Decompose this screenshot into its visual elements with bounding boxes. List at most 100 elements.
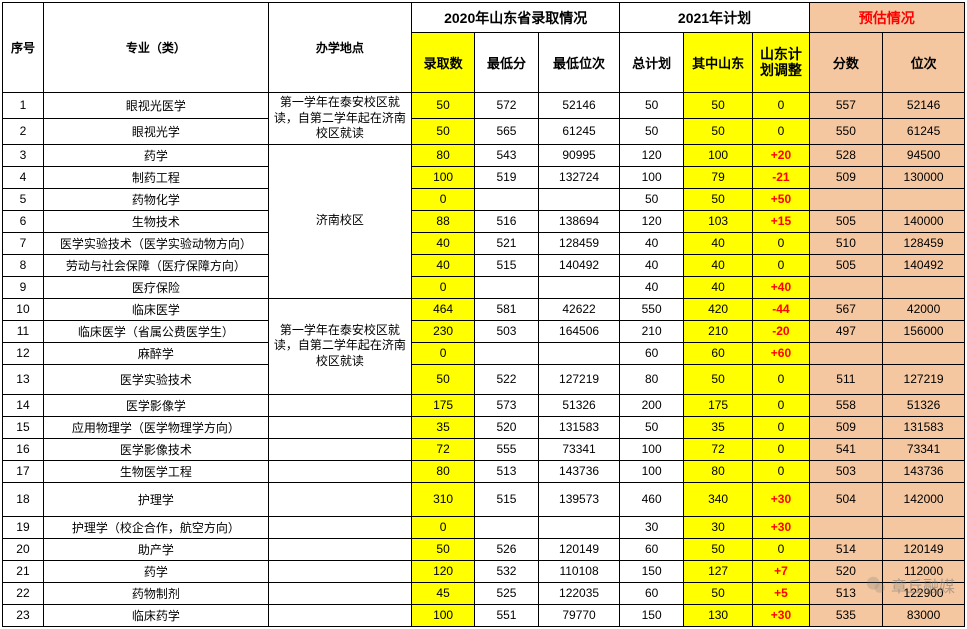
cell: 120149: [883, 538, 965, 560]
cell: 567: [809, 298, 883, 320]
cell: [538, 516, 620, 538]
cell: 573: [475, 394, 538, 416]
cell: 581: [475, 298, 538, 320]
cell: 515: [475, 254, 538, 276]
cell-idx: 14: [3, 394, 44, 416]
cell-location: [268, 538, 411, 560]
hdr-2020-group: 2020年山东省录取情况: [411, 3, 620, 33]
cell: 497: [809, 320, 883, 342]
cell: -44: [753, 298, 809, 320]
cell: 532: [475, 560, 538, 582]
cell: 175: [683, 394, 753, 416]
cell: 100: [411, 604, 474, 626]
cell: [883, 276, 965, 298]
cell: 140492: [538, 254, 620, 276]
admission-table: 序号 专业（类） 办学地点 2020年山东省录取情况 2021年计划 预估情况 …: [2, 2, 965, 627]
cell-location: [268, 438, 411, 460]
cell-major: 助产学: [43, 538, 268, 560]
cell-idx: 12: [3, 342, 44, 364]
cell: 50: [620, 188, 683, 210]
cell-idx: 19: [3, 516, 44, 538]
cell: 30: [683, 516, 753, 538]
cell: 40: [683, 276, 753, 298]
cell-location: [268, 560, 411, 582]
cell: 120: [411, 560, 474, 582]
cell: 73341: [883, 438, 965, 460]
cell: 128459: [883, 232, 965, 254]
cell-location: [268, 604, 411, 626]
cell: 120: [620, 144, 683, 166]
hdr-adj: 山东计划调整: [753, 33, 809, 93]
cell: 509: [809, 166, 883, 188]
cell: 50: [683, 118, 753, 144]
hdr-major: 专业（类）: [43, 3, 268, 93]
cell: 142000: [883, 482, 965, 516]
cell-major: 医学实验技术: [43, 364, 268, 394]
cell: 143736: [883, 460, 965, 482]
table-row: 14医学影像学17557351326200175055851326: [3, 394, 965, 416]
cell: 0: [753, 394, 809, 416]
cell-major: 制药工程: [43, 166, 268, 188]
cell: 79: [683, 166, 753, 188]
cell: 50: [683, 364, 753, 394]
cell: 79770: [538, 604, 620, 626]
cell: 0: [753, 460, 809, 482]
cell: +40: [753, 276, 809, 298]
cell-major: 药物制剂: [43, 582, 268, 604]
table-row: 13医学实验技术5052212721980500511127219: [3, 364, 965, 394]
cell-major: 临床医学: [43, 298, 268, 320]
cell: 505: [809, 254, 883, 276]
cell-major: 麻醉学: [43, 342, 268, 364]
table-row: 3药学济南校区8054390995120100+2052894500: [3, 144, 965, 166]
cell-idx: 2: [3, 118, 44, 144]
cell: 520: [809, 560, 883, 582]
cell-major: 医学影像技术: [43, 438, 268, 460]
cell: 514: [809, 538, 883, 560]
cell: 557: [809, 93, 883, 119]
cell: 0: [753, 364, 809, 394]
cell: 555: [475, 438, 538, 460]
table-row: 4制药工程10051913272410079-21509130000: [3, 166, 965, 188]
cell: 551: [475, 604, 538, 626]
cell: 100: [683, 144, 753, 166]
cell-idx: 15: [3, 416, 44, 438]
cell: 516: [475, 210, 538, 232]
cell: 156000: [883, 320, 965, 342]
cell: 80: [411, 460, 474, 482]
cell: +60: [753, 342, 809, 364]
cell: 0: [753, 438, 809, 460]
cell: [475, 342, 538, 364]
cell: 80: [683, 460, 753, 482]
cell: 503: [809, 460, 883, 482]
cell-location: 济南校区: [268, 144, 411, 298]
cell-major: 生物技术: [43, 210, 268, 232]
cell: 50: [683, 188, 753, 210]
cell: 138694: [538, 210, 620, 232]
table-row: 10临床医学第一学年在泰安校区就读，自第二学年起在济南校区就读464581426…: [3, 298, 965, 320]
cell: 340: [683, 482, 753, 516]
cell: 504: [809, 482, 883, 516]
table-row: 12麻醉学06060+60: [3, 342, 965, 364]
hdr-location: 办学地点: [268, 3, 411, 93]
cell: +30: [753, 604, 809, 626]
cell-major: 护理学: [43, 482, 268, 516]
cell-idx: 4: [3, 166, 44, 188]
cell-major: 眼视光医学: [43, 93, 268, 119]
cell: 40: [411, 232, 474, 254]
cell: 0: [753, 93, 809, 119]
cell-major: 临床药学: [43, 604, 268, 626]
cell: 40: [411, 254, 474, 276]
cell: 45: [411, 582, 474, 604]
cell: 52146: [538, 93, 620, 119]
cell: -21: [753, 166, 809, 188]
hdr-minrank: 最低位次: [538, 33, 620, 93]
cell: 100: [620, 166, 683, 188]
cell: 0: [411, 188, 474, 210]
cell-idx: 16: [3, 438, 44, 460]
cell: 127219: [883, 364, 965, 394]
cell: 535: [809, 604, 883, 626]
cell: +7: [753, 560, 809, 582]
cell-location: 第一学年在泰安校区就读，自第二学年起在济南校区就读: [268, 93, 411, 145]
cell: [475, 276, 538, 298]
table-row: 11临床医学（省属公费医学生）230503164506210210-204971…: [3, 320, 965, 342]
